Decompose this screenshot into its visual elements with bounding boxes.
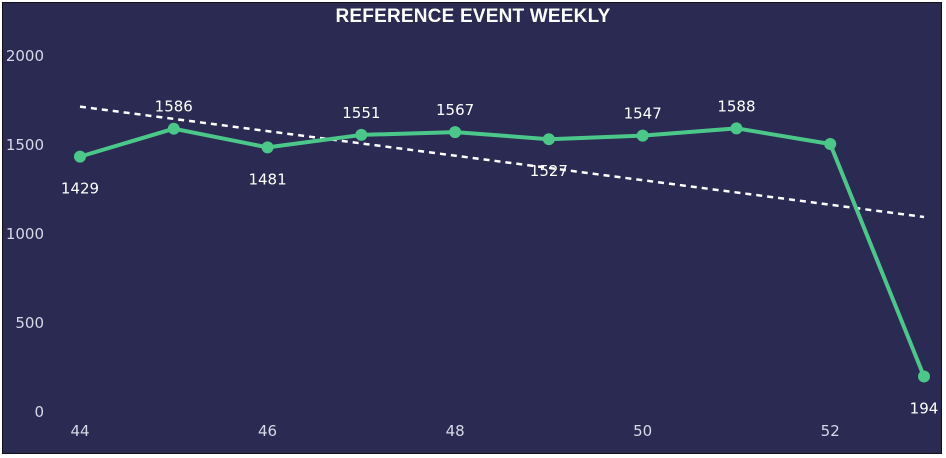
data-point-44 — [74, 150, 86, 163]
data-label-49: 1527 — [530, 162, 568, 180]
data-label-46: 1481 — [248, 170, 286, 188]
chart-title: REFERENCE EVENT WEEKLY — [335, 6, 611, 27]
data-point-46 — [261, 141, 274, 154]
data-label-53: 194 — [910, 399, 939, 417]
data-point-52 — [824, 138, 837, 150]
x-tick-label-44: 44 — [70, 422, 89, 440]
data-point-53 — [918, 370, 930, 383]
data-label-47: 1551 — [342, 104, 380, 122]
y-tick-label-500: 500 — [15, 314, 44, 332]
data-point-47 — [355, 128, 368, 141]
data-label-44: 1429 — [61, 180, 99, 198]
data-point-49 — [542, 133, 555, 146]
trend-line — [79, 105, 925, 219]
data-point-48 — [449, 126, 462, 139]
y-tick-label-0: 0 — [34, 403, 44, 421]
x-tick-label-48: 48 — [446, 422, 465, 440]
data-label-48: 1567 — [436, 101, 474, 119]
data-point-50 — [636, 129, 649, 142]
x-tick-label-52: 52 — [821, 422, 840, 440]
data-label-51: 1588 — [717, 97, 755, 115]
data-label-50: 1547 — [624, 105, 662, 123]
y-tick-label-2000: 2000 — [6, 47, 44, 65]
y-tick-label-1500: 1500 — [6, 136, 44, 154]
data-point-45 — [167, 122, 180, 135]
data-point-51 — [730, 122, 743, 135]
series-line — [78, 126, 926, 379]
data-label-45: 1586 — [155, 98, 193, 116]
x-tick-label-46: 46 — [258, 422, 277, 440]
x-tick-label-50: 50 — [633, 422, 652, 440]
y-tick-label-1000: 1000 — [6, 225, 44, 243]
